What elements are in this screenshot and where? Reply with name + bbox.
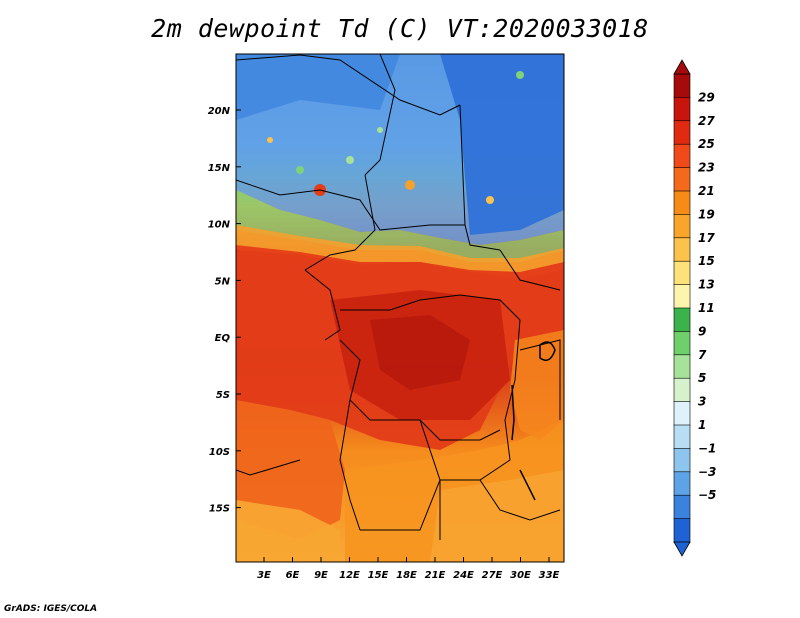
colorbar-swatch [673, 354, 691, 379]
lat-label: 15S [209, 504, 230, 515]
lon-label: 3E [257, 570, 271, 581]
lon-label: 33E [539, 570, 560, 581]
chart-title: 2m dewpoint Td (C) VT:2020033018 [151, 14, 649, 43]
colorbar-swatch [673, 190, 691, 216]
credit-text: GrADS: IGES/COLA [4, 604, 98, 614]
colorbar-swatch [673, 120, 691, 146]
colorbar-label: 25 [698, 137, 715, 151]
colorbar-label: 3 [698, 395, 706, 409]
country-borders [236, 54, 561, 540]
lon-label: 27E [482, 570, 503, 581]
lat-label: 20N [208, 106, 231, 117]
colorbar-swatch [673, 331, 691, 356]
colorbar-swatch [673, 401, 691, 426]
colorbar-label: 23 [698, 161, 715, 175]
colorbar-label: −1 [698, 441, 716, 455]
colorbar-swatch [673, 518, 691, 543]
map-frame [235, 53, 565, 563]
lat-label: EQ [215, 333, 231, 344]
colorbar-bottom-arrow [673, 541, 691, 557]
lon-label: 12E [339, 570, 360, 581]
colorbar-swatch [673, 471, 691, 496]
colorbar: 29 27 25 23 21 19 17 15 13 11 9 7 5 3 1 −1 −3 −5 [673, 59, 716, 557]
colorbar-swatch [673, 448, 691, 473]
colorbar-label: 11 [698, 301, 715, 315]
lat-label: 5S [216, 390, 230, 401]
lon-label: 30E [510, 570, 531, 581]
colorbar-label: −5 [698, 488, 716, 502]
colorbar-label: 5 [698, 371, 706, 385]
lat-label: 10N [208, 220, 231, 231]
dewpoint-field [236, 54, 564, 562]
lon-label: 21E [425, 570, 446, 581]
colorbar-swatch [673, 167, 691, 192]
colorbar-label: 19 [698, 207, 715, 221]
colorbar-label: 9 [698, 324, 706, 338]
lon-label: 9E [314, 570, 328, 581]
longitude-axis: 3E 6E 9E 12E 15E 18E 21E 24E 27E 30E 33E [257, 557, 560, 581]
colorbar-label: 21 [698, 184, 715, 198]
colorbar-swatch [673, 97, 691, 122]
colorbar-label: 13 [698, 278, 715, 292]
colorbar-swatch [673, 143, 691, 169]
lon-label: 6E [286, 570, 300, 581]
colorbar-label: 29 [698, 90, 715, 104]
colorbar-label: 7 [698, 348, 707, 362]
colorbar-label: 17 [698, 231, 715, 245]
colorbar-swatch [673, 494, 691, 520]
colorbar-label: −3 [698, 465, 716, 479]
colorbar-swatch [673, 260, 691, 286]
colorbar-label: 15 [698, 254, 715, 268]
colorbar-swatch [673, 284, 691, 309]
lakes [511, 341, 556, 501]
lat-label: 5N [215, 276, 231, 287]
lon-label: 15E [368, 570, 389, 581]
colorbar-swatch [673, 424, 691, 450]
colorbar-swatch [673, 214, 691, 239]
colorbar-swatch [673, 73, 691, 99]
lat-label: 10S [209, 447, 230, 458]
lon-label: 18E [396, 570, 417, 581]
colorbar-label: 27 [698, 114, 715, 128]
lon-label: 24E [453, 570, 474, 581]
colorbar-swatch [673, 237, 691, 263]
latitude-axis: 20N 15N 10N 5N EQ 5S 10S 15S [208, 106, 241, 515]
colorbar-label: 1 [698, 418, 706, 432]
lat-label: 15N [208, 163, 231, 174]
colorbar-top-arrow [673, 59, 691, 75]
colorbar-swatch [673, 307, 691, 333]
colorbar-swatch [673, 377, 691, 403]
